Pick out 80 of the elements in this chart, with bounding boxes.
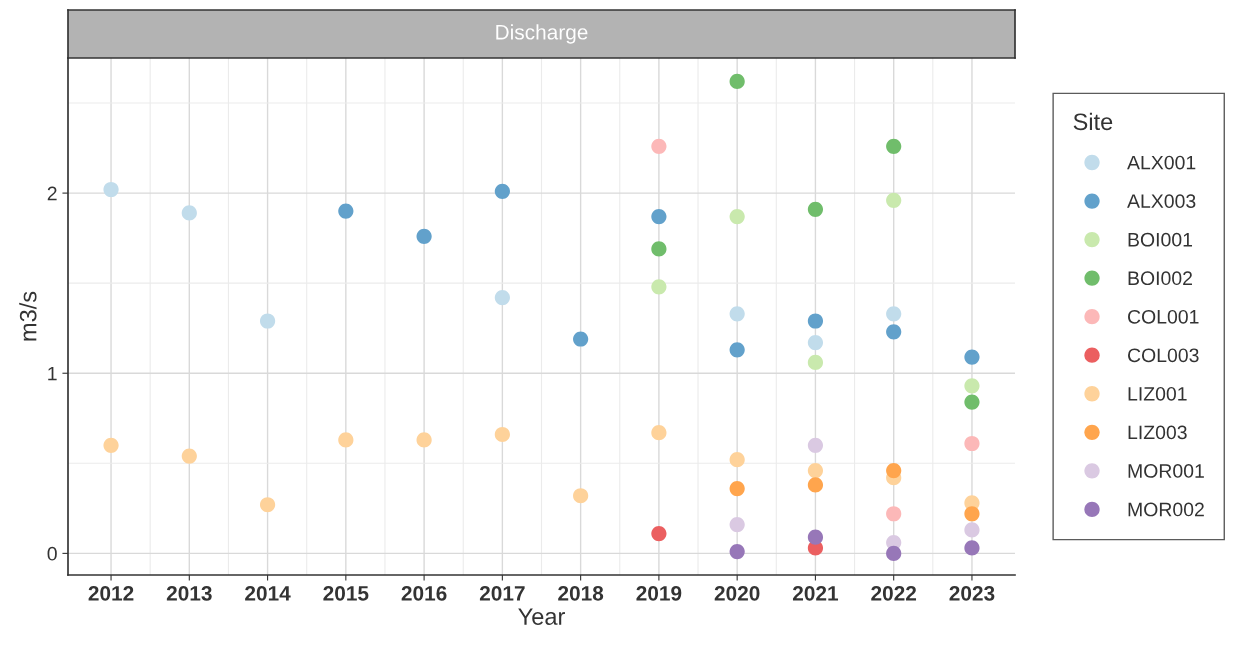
x-tick-label: 2012 — [88, 585, 134, 601]
x-tick-label: 2014 — [245, 585, 291, 601]
chart-title: Discharge — [496, 24, 588, 44]
point — [494, 426, 510, 443]
point — [964, 349, 980, 365]
point — [807, 437, 824, 453]
point — [886, 506, 902, 522]
legend-label: MOR002 — [1128, 502, 1204, 517]
x-tick-label: 2022 — [871, 585, 917, 601]
legend-label: BOI001 — [1128, 232, 1193, 247]
point — [886, 306, 902, 322]
point — [494, 289, 510, 306]
legend-label: BOI002 — [1128, 271, 1192, 286]
legend-label: LIZ003 — [1128, 425, 1187, 440]
point — [573, 488, 589, 504]
x-tick-label: 2013 — [166, 585, 212, 601]
point — [807, 354, 824, 371]
point — [651, 241, 667, 257]
point — [181, 205, 197, 221]
x-tick-label: 2020 — [714, 585, 760, 601]
point — [807, 201, 824, 217]
x-tick-label: 2015 — [323, 585, 369, 601]
point — [964, 540, 980, 556]
x-tick-label: 2016 — [401, 585, 447, 601]
point — [338, 203, 354, 219]
y-axis-title: m3/s — [19, 291, 37, 341]
point — [886, 138, 902, 154]
x-tick-label: 2021 — [792, 585, 839, 601]
legend-label: ALX001 — [1127, 155, 1196, 170]
point — [964, 506, 980, 522]
x-tick-label: 2018 — [558, 585, 604, 601]
legend-label: COL003 — [1128, 348, 1199, 363]
y-tick-label: 0 — [47, 546, 57, 561]
x-axis-title: Year — [518, 608, 565, 625]
point — [651, 138, 667, 154]
point — [807, 462, 824, 479]
point — [807, 529, 824, 545]
point — [886, 545, 902, 561]
point — [964, 378, 980, 394]
point — [651, 425, 667, 441]
legend-label: ALX003 — [1127, 194, 1196, 209]
x-tick-label: 2023 — [949, 585, 995, 601]
legend-label: COL001 — [1128, 309, 1199, 324]
point — [886, 192, 902, 208]
point — [807, 335, 824, 351]
point — [181, 448, 197, 464]
y-tick-label: 1 — [48, 366, 57, 381]
x-tick-label: 2017 — [479, 585, 525, 601]
point — [964, 435, 980, 452]
point — [729, 480, 745, 497]
point — [886, 324, 902, 340]
point — [103, 181, 119, 198]
point — [729, 342, 745, 358]
y-tick-label: 2 — [47, 186, 57, 201]
point — [964, 522, 980, 538]
point — [416, 432, 432, 448]
legend-title: Site — [1073, 112, 1113, 131]
point — [651, 525, 667, 542]
point — [807, 313, 824, 329]
point — [729, 452, 745, 468]
point — [886, 462, 902, 479]
point — [807, 477, 824, 493]
point — [494, 183, 510, 199]
point — [729, 543, 745, 560]
point — [651, 208, 667, 225]
x-tick-label: 2019 — [636, 585, 682, 601]
point — [964, 394, 980, 410]
point — [103, 437, 119, 453]
legend-label: LIZ001 — [1128, 386, 1187, 401]
point — [729, 306, 745, 322]
point — [573, 331, 589, 347]
point — [338, 432, 354, 448]
point — [729, 516, 745, 533]
legend-label: MOR001 — [1128, 464, 1204, 478]
point — [259, 313, 276, 329]
point — [416, 228, 432, 244]
point — [729, 208, 745, 225]
point — [729, 73, 745, 90]
point — [651, 279, 667, 295]
point — [259, 497, 276, 513]
